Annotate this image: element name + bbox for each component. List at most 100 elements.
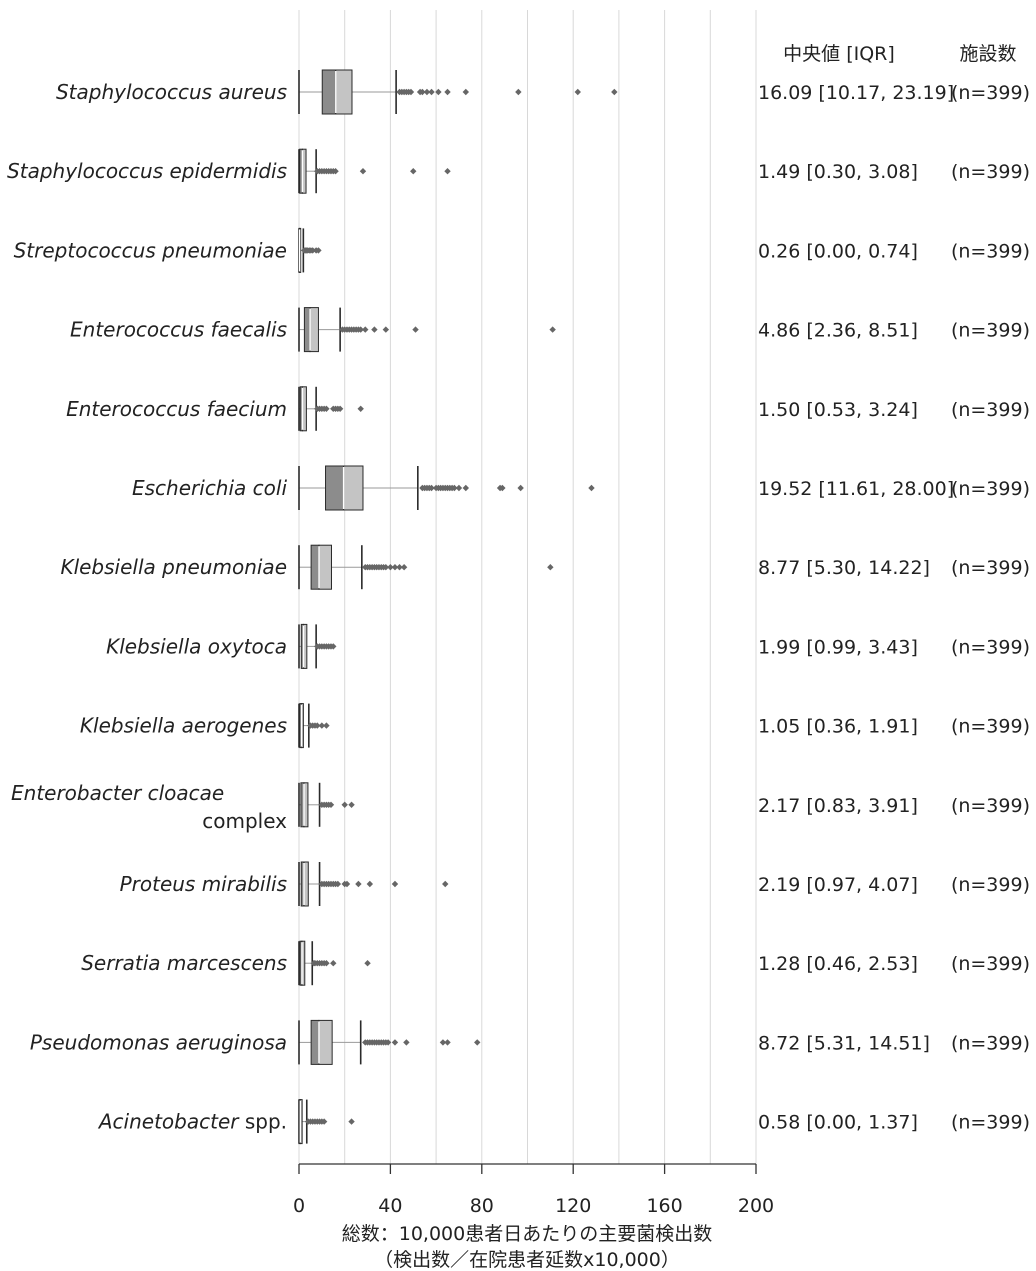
category-label: Enterococcus faecalis: [70, 318, 287, 342]
outlier-point: [355, 880, 362, 888]
median-iqr-value: 0.58 [0.00, 1.37]: [758, 1112, 918, 1134]
outlier-point: [357, 326, 364, 333]
outlier-point: [396, 564, 403, 571]
box-9: [298, 782, 355, 828]
facility-count-value: (n=399): [951, 399, 1030, 421]
outlier-point: [462, 484, 470, 492]
box-upper-quartile: [318, 544, 332, 590]
category-label: Serratia marcescens: [81, 951, 287, 975]
header-facility-count: 施設数: [959, 43, 1016, 65]
outlier-point: [444, 1039, 451, 1046]
facility-count-value: (n=399): [951, 478, 1030, 500]
outlier-point: [323, 405, 330, 412]
x-tick-label: 80: [470, 1195, 494, 1217]
facility-count-value: (n=399): [951, 953, 1030, 975]
outlier-point: [391, 1039, 399, 1046]
facility-count-value: (n=399): [951, 636, 1030, 658]
outlier-point: [323, 722, 330, 729]
outlier-point: [314, 722, 321, 729]
outlier-point: [419, 88, 426, 96]
median-iqr-value: 2.19 [0.97, 4.07]: [758, 874, 918, 896]
outlier-point: [455, 484, 463, 492]
outlier-point: [315, 247, 322, 254]
outlier-point: [323, 960, 330, 967]
box-upper-quartile: [343, 465, 364, 511]
outlier-point: [366, 880, 374, 888]
median-iqr-value: 1.50 [0.53, 3.24]: [758, 399, 918, 421]
outlier-point: [410, 168, 417, 175]
outlier-point: [428, 484, 435, 492]
x-tick-label: 40: [378, 1195, 402, 1217]
outlier-point: [357, 405, 364, 412]
outlier-point: [327, 801, 335, 808]
outlier-point: [348, 801, 355, 808]
category-label: Enterobacter cloacae: [11, 781, 224, 805]
outlier-point: [474, 1039, 481, 1046]
outlier-point: [588, 484, 595, 492]
median-iqr-value: 1.49 [0.30, 3.08]: [758, 161, 918, 183]
outlier-point: [400, 564, 408, 571]
median-iqr-value: 19.52 [11.61, 28.00]: [758, 478, 954, 500]
category-label: Staphylococcus epidermidis: [7, 159, 287, 183]
outlier-point: [343, 880, 351, 888]
outlier-point: [318, 722, 326, 729]
category-label: Enterococcus faecium: [66, 397, 287, 421]
category-label: Pseudomonas aeruginosa: [30, 1030, 287, 1054]
median-iqr-value: 1.05 [0.36, 1.91]: [758, 716, 918, 738]
box-6: [298, 544, 554, 590]
outlier-point: [309, 247, 316, 254]
median-iqr-value: 1.99 [0.99, 3.43]: [758, 636, 918, 658]
box-7: [298, 623, 337, 669]
category-label: Acinetobacter spp.: [97, 1110, 287, 1134]
category-labels: Staphylococcus aureus Staphylococcus epid…: [7, 80, 287, 1134]
median-iqr-value: 1.28 [0.46, 2.53]: [758, 953, 918, 975]
outlier-point: [549, 326, 556, 333]
outlier-point: [428, 88, 435, 96]
box-lower-quartile: [303, 307, 311, 353]
outlier-point: [387, 564, 394, 571]
facility-count-value: (n=399): [951, 161, 1030, 183]
box-1: [298, 148, 451, 194]
box-lower-quartile: [310, 544, 320, 590]
facility-count-value: (n=399): [951, 82, 1030, 104]
outlier-point: [515, 88, 522, 96]
facility-count-value: (n=399): [951, 320, 1030, 342]
statistics-column: 中央値 [IQR] 施設数 16.09 [10.17, 23.19](n=399…: [758, 43, 1030, 1134]
category-label: Proteus mirabilis: [120, 872, 287, 896]
box-8: [298, 703, 330, 749]
outlier-point: [336, 405, 344, 412]
median-iqr-value: 0.26 [0.00, 0.74]: [758, 240, 918, 262]
outlier-point: [382, 564, 390, 571]
category-label-suffix: spp.: [238, 1110, 287, 1134]
box-12: [298, 1019, 481, 1065]
category-label-line2: complex: [202, 809, 287, 833]
x-axis-label-sub: （検出数／在院患者延数x10,000）: [374, 1249, 680, 1271]
outlier-point: [444, 168, 451, 175]
box-5: [298, 465, 595, 511]
category-label: Streptococcus pneumoniae: [14, 238, 287, 262]
outlier-point: [439, 1039, 447, 1046]
outlier-point: [547, 564, 554, 571]
category-label: Klebsiella aerogenes: [80, 714, 287, 738]
facility-count-value: (n=399): [951, 795, 1030, 817]
box-upper-quartile: [318, 1019, 333, 1065]
box-4: [298, 386, 364, 432]
box-0: [298, 69, 618, 115]
median-iqr-value: 4.86 [2.36, 8.51]: [758, 320, 918, 342]
category-label: Klebsiella pneumoniae: [60, 555, 287, 579]
x-tick-label: 0: [293, 1195, 305, 1217]
outlier-point: [517, 484, 524, 492]
outlier-point: [444, 88, 451, 96]
header-median-iqr: 中央値 [IQR]: [783, 43, 895, 65]
outlier-point: [391, 564, 399, 571]
box-upper-quartile: [309, 307, 319, 353]
box-10: [298, 861, 449, 907]
outlier-point: [451, 484, 458, 492]
box-upper-quartile: [335, 69, 353, 115]
x-tick-label: 160: [646, 1195, 682, 1217]
outlier-point: [364, 960, 371, 967]
box-plots: [298, 69, 618, 1145]
median-iqr-value: 16.09 [10.17, 23.19]: [758, 82, 954, 104]
outlier-point: [330, 643, 337, 650]
x-axis-label: 総数：10,000患者日あたりの主要菌検出数: [342, 1223, 712, 1245]
